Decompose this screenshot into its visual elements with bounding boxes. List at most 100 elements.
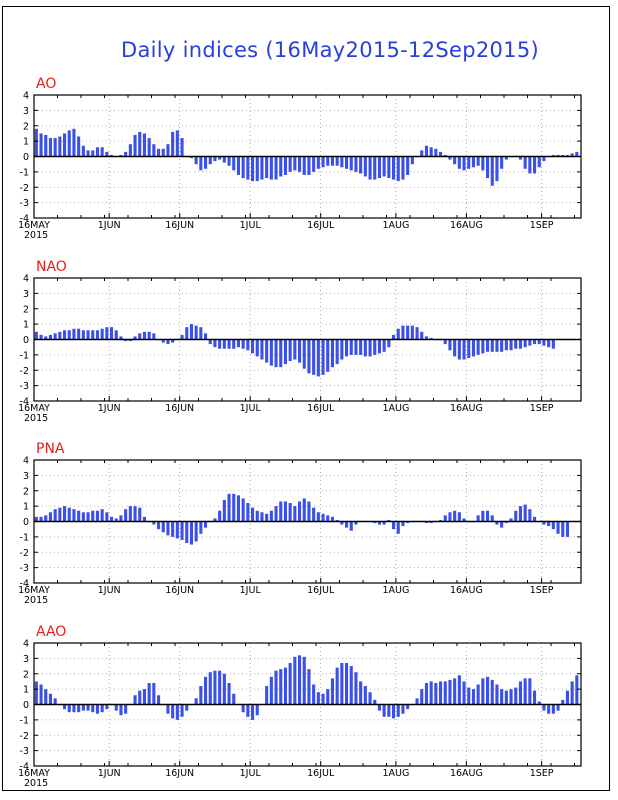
bar xyxy=(34,128,38,157)
bar xyxy=(142,516,146,522)
y-tick-label: -3 xyxy=(20,381,29,392)
bar xyxy=(495,339,499,352)
bar xyxy=(401,325,405,340)
year-label: 2015 xyxy=(24,230,48,241)
y-tick-label: 4 xyxy=(23,274,29,285)
bar xyxy=(39,684,43,705)
bar xyxy=(232,156,236,171)
bar xyxy=(298,339,302,363)
bar xyxy=(547,339,551,348)
bar xyxy=(556,704,560,711)
bar xyxy=(128,339,132,342)
bar xyxy=(363,156,367,177)
bar xyxy=(72,328,76,340)
bar xyxy=(316,156,320,169)
panel-label: NAO xyxy=(36,259,67,275)
bar xyxy=(213,156,217,162)
y-tick-label: 3 xyxy=(23,106,29,117)
bar xyxy=(86,512,90,522)
bar xyxy=(81,704,85,711)
bar xyxy=(523,504,527,522)
bar xyxy=(302,656,306,705)
bar xyxy=(298,156,302,172)
bar xyxy=(533,339,537,345)
bar xyxy=(467,156,471,169)
y-tick-label: 4 xyxy=(23,456,29,467)
bar xyxy=(387,156,391,179)
bar xyxy=(175,130,179,157)
bar xyxy=(274,506,278,522)
bar xyxy=(321,693,325,705)
x-tick-label: 16JUN xyxy=(165,403,194,414)
bar xyxy=(142,133,146,157)
bar xyxy=(382,339,386,352)
bar xyxy=(457,156,461,169)
bar xyxy=(462,339,466,360)
bar xyxy=(100,328,104,340)
bar xyxy=(335,339,339,365)
bar xyxy=(359,156,363,174)
bar xyxy=(232,339,236,349)
y-tick-label: 0 xyxy=(23,152,29,163)
bar xyxy=(382,521,386,525)
bar xyxy=(518,506,522,522)
bar xyxy=(500,521,504,528)
x-tick-label: 16AUG xyxy=(450,403,483,414)
y-tick-label: 2 xyxy=(23,121,29,132)
bar xyxy=(547,521,551,527)
y-tick-label: -4 xyxy=(20,762,29,773)
bar xyxy=(227,156,231,166)
bar xyxy=(565,690,569,705)
y-tick-label: -4 xyxy=(20,214,29,225)
bar xyxy=(349,521,353,531)
bar xyxy=(218,156,222,160)
bar xyxy=(133,336,137,340)
bar xyxy=(199,156,203,171)
bar xyxy=(241,339,245,349)
bar xyxy=(486,339,490,352)
bar xyxy=(298,655,302,705)
bar xyxy=(345,521,349,528)
bar xyxy=(147,138,151,157)
bar xyxy=(542,339,546,346)
bar xyxy=(142,689,146,705)
x-tick-label: 16JUN xyxy=(165,220,194,231)
bar xyxy=(124,339,128,342)
bar xyxy=(509,689,513,705)
bar xyxy=(283,339,287,365)
bar xyxy=(166,144,170,157)
bar xyxy=(429,147,433,157)
bar xyxy=(476,156,480,166)
bar xyxy=(142,331,146,340)
bar xyxy=(537,156,541,168)
y-tick-label: -2 xyxy=(20,183,29,194)
bar xyxy=(251,507,255,522)
bar xyxy=(533,156,537,174)
bar xyxy=(439,151,443,157)
bar xyxy=(471,156,475,168)
y-tick-label: -1 xyxy=(20,532,29,543)
bar xyxy=(396,328,400,340)
bar xyxy=(476,339,480,355)
bar xyxy=(302,156,306,175)
bar xyxy=(194,698,198,705)
y-tick-label: 2 xyxy=(23,669,29,680)
bar xyxy=(119,704,123,716)
bar xyxy=(326,515,330,522)
bar xyxy=(39,334,43,340)
bar xyxy=(138,690,142,705)
x-tick-label: 1SEP xyxy=(530,768,554,779)
x-tick-label: 1AUG xyxy=(382,585,409,596)
bar xyxy=(340,339,344,360)
bar xyxy=(77,510,81,522)
bar xyxy=(161,521,165,533)
panel-label: PNA xyxy=(36,441,65,457)
bar xyxy=(265,686,269,705)
bar xyxy=(359,681,363,705)
bar xyxy=(382,704,386,717)
bar xyxy=(255,704,259,716)
